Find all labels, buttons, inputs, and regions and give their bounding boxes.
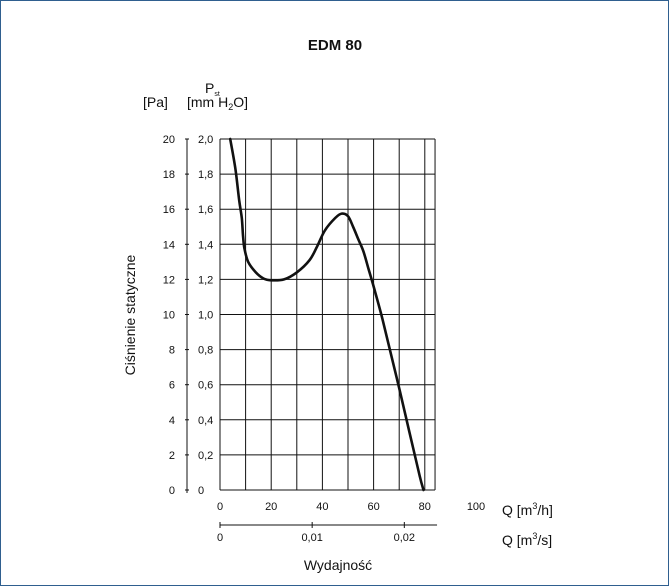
ticks: 0 2 4 6 8 10 12 14 16 18 20 0 0,2 0,4 0,6 0,8 1,0 1,2 1,4 1… xyxy=(163,134,485,544)
pa-tick-label: 14 xyxy=(163,239,175,251)
pa-tick-label: 0 xyxy=(169,485,175,497)
x-unit-s: Q [m3/s] xyxy=(502,531,552,548)
pa-tick-label: 6 xyxy=(169,380,175,392)
xh-tick-label: 80 xyxy=(419,501,431,513)
mm-tick-label: 0,8 xyxy=(198,345,213,357)
xh-tick-label: 20 xyxy=(265,501,277,513)
y-axis-label: Ciśnienie statyczne xyxy=(122,254,138,375)
y-unit-mm: [mm H2O] xyxy=(187,94,248,112)
mm-tick-label: 0,6 xyxy=(198,380,213,392)
pa-tick-label: 18 xyxy=(163,169,175,181)
mm-tick-label: 1,0 xyxy=(198,310,213,322)
x-unit-h-b: /h] xyxy=(537,502,553,518)
pa-tick-label: 4 xyxy=(169,415,175,427)
pa-tick-label: 12 xyxy=(163,274,175,286)
x-unit-s-a: Q [m xyxy=(502,532,532,548)
x-unit-h-a: Q [m xyxy=(502,502,532,518)
xs-tick-label: 0 xyxy=(217,532,223,544)
xh-tick-label: 60 xyxy=(367,501,379,513)
y-unit-pa: [Pa] xyxy=(143,94,168,110)
mm-tick-label: 0 xyxy=(198,485,204,497)
x-unit-h-3: 3 xyxy=(532,501,537,511)
y-unit-mm-b: O] xyxy=(233,94,248,110)
chart-title: EDM 80 xyxy=(308,37,362,54)
y-unit-pst-sub: st xyxy=(214,91,220,98)
pa-tick-label: 2 xyxy=(169,450,175,462)
mm-tick-label: 2,0 xyxy=(198,134,213,146)
pa-tick-label: 8 xyxy=(169,345,175,357)
mm-tick-label: 1,8 xyxy=(198,169,213,181)
x-unit-s-b: /s] xyxy=(537,532,552,548)
pa-tick-label: 10 xyxy=(163,310,175,322)
mm-tick-label: 0,2 xyxy=(198,450,213,462)
x-unit-h: Q [m3/h] xyxy=(502,501,553,518)
xs-tick-label: 0,01 xyxy=(301,532,322,544)
series-line xyxy=(228,137,425,492)
y-unit-mm-a: [mm H xyxy=(187,94,228,110)
xs-tick-label: 0,02 xyxy=(394,532,415,544)
x-axis-label: Wydajność xyxy=(304,557,372,573)
y-unit-pst: Pst xyxy=(205,80,220,98)
pa-tick-label: 20 xyxy=(163,134,175,146)
mm-tick-label: 1,6 xyxy=(198,204,213,216)
y-unit-mm-2: 2 xyxy=(228,102,233,112)
curve-layer xyxy=(228,137,425,492)
mm-tick-label: 0,4 xyxy=(198,415,213,427)
xh-tick-label: 40 xyxy=(316,501,328,513)
xh-tick-label: 0 xyxy=(217,501,223,513)
y-unit-pst-symbol: P xyxy=(205,80,214,96)
x-unit-s-3: 3 xyxy=(532,531,537,541)
grid xyxy=(219,138,436,491)
xh-tick-label: 100 xyxy=(467,501,485,513)
pa-tick-label: 16 xyxy=(163,204,175,216)
mm-tick-label: 1,2 xyxy=(198,274,213,286)
mm-tick-label: 1,4 xyxy=(198,239,213,251)
